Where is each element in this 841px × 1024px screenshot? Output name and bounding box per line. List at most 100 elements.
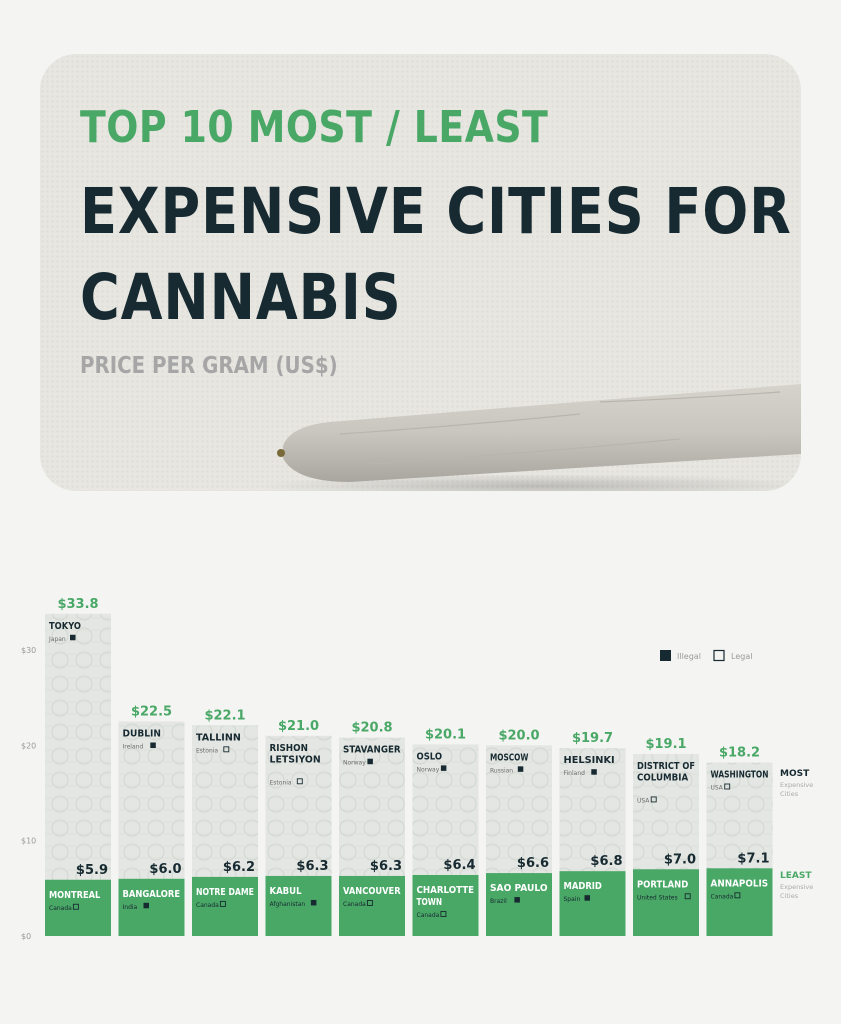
most-city-name: RISHON bbox=[270, 743, 308, 754]
least-country-name: Canada bbox=[417, 912, 440, 919]
illegal-marker-icon bbox=[591, 769, 597, 775]
most-city-name: DISTRICT OF bbox=[637, 761, 695, 772]
most-country-name: Estonia bbox=[196, 747, 218, 754]
least-value-label: $5.9 bbox=[76, 863, 108, 878]
most-country-name: Japan bbox=[48, 636, 66, 643]
most-country-name: Finland bbox=[564, 770, 586, 777]
least-city-name: ANNAPOLIS bbox=[711, 878, 769, 889]
most-value-label: $22.5 bbox=[131, 705, 172, 720]
y-tick-label: $0 bbox=[21, 932, 31, 941]
most-city-name: HELSINKI bbox=[564, 755, 615, 766]
least-expensive-bar bbox=[486, 873, 552, 936]
least-city-name: MADRID bbox=[564, 881, 602, 892]
title-line-2b: CANNABIS bbox=[80, 261, 402, 334]
least-city-name: NOTRE DAME bbox=[196, 887, 254, 898]
legal-marker-icon bbox=[72, 903, 79, 910]
illegal-marker-icon bbox=[514, 897, 520, 903]
least-country-name: Afghanistan bbox=[270, 901, 306, 908]
legal-marker-icon bbox=[296, 778, 303, 785]
least-city-name: VANCOUVER bbox=[343, 886, 401, 897]
most-city-name: MOSCOW bbox=[490, 752, 529, 763]
least-value-label: $6.0 bbox=[149, 862, 181, 877]
title-line-2a: EXPENSIVE CITIES FOR bbox=[80, 175, 792, 248]
least-city-name: TOWN bbox=[417, 897, 443, 908]
least-sub1: Expensive bbox=[780, 883, 813, 891]
bar-group: $33.8 TOKYO Japan $5.9 MONTREAL Canada bbox=[45, 597, 111, 936]
y-tick-label: $30 bbox=[21, 646, 36, 655]
most-city-name: STAVANGER bbox=[343, 745, 401, 756]
title-line-2: EXPENSIVE CITIES FOR CANNABIS bbox=[80, 169, 792, 341]
least-value-label: $7.1 bbox=[737, 851, 769, 866]
legal-marker-icon bbox=[440, 911, 447, 917]
most-value-label: $19.7 bbox=[572, 731, 613, 746]
legal-marker-icon bbox=[366, 899, 373, 906]
least-value-label: $6.2 bbox=[223, 860, 255, 875]
least-value-label: $6.8 bbox=[590, 854, 622, 869]
most-country-name: Ireland bbox=[123, 744, 144, 751]
least-value-label: $6.4 bbox=[443, 858, 475, 873]
least-city-name: CHARLOTTE bbox=[417, 885, 475, 896]
least-country-name: Spain bbox=[564, 896, 581, 903]
most-label: MOST bbox=[780, 769, 810, 779]
bar-group: $19.7 HELSINKI Finland $6.8 MADRID Spain bbox=[559, 731, 626, 936]
least-city-name: KABUL bbox=[270, 886, 302, 897]
least-expensive-bar bbox=[633, 869, 699, 936]
least-value-label: $6.3 bbox=[370, 859, 402, 874]
most-country-name: Norway bbox=[417, 766, 440, 773]
most-country-name: USA bbox=[711, 784, 724, 791]
most-value-label: $20.0 bbox=[498, 728, 539, 743]
legal-marker-icon bbox=[223, 746, 230, 753]
most-country-name: Estonia bbox=[270, 779, 292, 786]
least-expensive-bar bbox=[265, 875, 332, 936]
most-value-label: $20.8 bbox=[351, 721, 392, 736]
y-tick-label: $20 bbox=[21, 741, 36, 750]
legal-marker-icon bbox=[724, 783, 731, 790]
least-expensive-bar bbox=[118, 878, 185, 936]
joint-illustration bbox=[260, 384, 801, 491]
most-value-label: $22.1 bbox=[204, 708, 245, 723]
legal-marker-icon bbox=[684, 893, 691, 900]
least-label: LEAST bbox=[780, 871, 812, 881]
most-value-label: $19.1 bbox=[645, 737, 686, 752]
hero-panel: TOP 10 MOST / LEAST EXPENSIVE CITIES FOR… bbox=[40, 54, 801, 491]
least-expensive-bar bbox=[412, 874, 479, 936]
least-country-name: Canada bbox=[49, 905, 72, 912]
least-city-name: BANGALORE bbox=[123, 889, 181, 900]
least-country-name: Canada bbox=[196, 902, 219, 909]
legal-marker-icon bbox=[734, 892, 741, 899]
most-country-name: Norway bbox=[343, 760, 366, 767]
subtitle: PRICE PER GRAM (US$) bbox=[80, 353, 338, 379]
least-city-name: PORTLAND bbox=[637, 879, 688, 890]
legal-marker-icon bbox=[650, 796, 657, 803]
most-value-label: $21.0 bbox=[278, 719, 319, 734]
most-city-name: COLUMBIA bbox=[637, 772, 689, 783]
illegal-marker-icon bbox=[143, 902, 149, 909]
legal-marker-icon bbox=[219, 900, 226, 907]
least-sub2: Cities bbox=[780, 892, 799, 900]
illegal-marker-icon bbox=[517, 766, 524, 772]
most-city-name: WASHINGTON bbox=[711, 769, 769, 780]
y-tick-label: $10 bbox=[21, 837, 36, 846]
illegal-marker-icon bbox=[150, 742, 156, 748]
legend-illegal-label: Illegal bbox=[677, 652, 701, 661]
bar-group: $20.0 MOSCOW Russian $6.6 SAO PAULO Brazil bbox=[486, 728, 552, 936]
most-sub1: Expensive bbox=[780, 781, 813, 789]
legend-legal-label: Legal bbox=[731, 652, 752, 661]
most-country-name: USA bbox=[637, 797, 650, 804]
illegal-marker-icon bbox=[584, 895, 590, 901]
least-value-label: $6.3 bbox=[296, 859, 328, 874]
least-city-name: MONTREAL bbox=[49, 890, 100, 901]
bar-group: $20.8 STAVANGER Norway $6.3 VANCOUVER Canada bbox=[339, 721, 405, 936]
most-country-name: Russian bbox=[490, 767, 513, 774]
title-line-1: TOP 10 MOST / LEAST bbox=[80, 102, 549, 153]
illegal-marker-icon bbox=[367, 758, 373, 765]
least-expensive-bar bbox=[706, 868, 773, 936]
least-country-name: India bbox=[123, 904, 138, 911]
bar-group: $18.2 WASHINGTON USA $7.1 ANNAPOLIS Canada bbox=[706, 745, 773, 936]
legend-illegal-swatch bbox=[660, 650, 671, 661]
bar-group: $22.5 DUBLIN Ireland $6.0 BANGALORE India bbox=[118, 705, 185, 936]
most-value-label: $33.8 bbox=[57, 597, 98, 612]
